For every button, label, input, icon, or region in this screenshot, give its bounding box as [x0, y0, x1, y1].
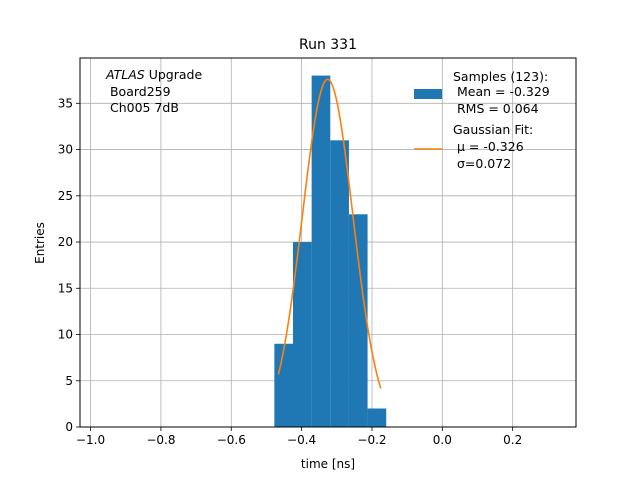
atlas-annotation: ATLAS Upgrade Board259 Ch005 7dB: [105, 67, 202, 115]
annotation-title: ATLAS Upgrade: [105, 67, 202, 82]
annotation-experiment-suffix: Upgrade: [145, 67, 203, 82]
y-tick-label: 0: [65, 420, 73, 434]
chart-title: Run 331: [299, 37, 357, 53]
y-tick-label: 35: [58, 96, 73, 110]
histogram-bar: [274, 343, 293, 427]
histogram-bars: [274, 75, 387, 428]
legend-fit-sigma: σ=0.072: [453, 156, 511, 171]
x-axis-label: time [ns]: [301, 457, 355, 471]
x-tick-label: −0.4: [287, 433, 316, 447]
legend-fit-label: Gaussian Fit:: [453, 122, 533, 137]
y-axis-label: Entries: [33, 222, 47, 264]
y-tick-label: 10: [58, 328, 73, 342]
annotation-channel: Ch005 7dB: [106, 100, 179, 115]
legend-samples-mean: Mean = -0.329: [453, 84, 550, 99]
legend-samples-label: Samples (123):: [453, 69, 548, 84]
x-tick-label: −1.0: [76, 433, 105, 447]
y-tick-label: 20: [58, 235, 73, 249]
y-tick-label: 15: [58, 281, 73, 295]
gaussian-fit-curve: [277, 78, 382, 389]
gaussian-fit: [277, 78, 382, 389]
x-tick-label: 0.2: [503, 433, 522, 447]
legend-samples-swatch: [414, 89, 442, 99]
y-tick-label: 5: [65, 374, 73, 388]
x-tick-label: −0.8: [146, 433, 175, 447]
annotation-experiment: ATLAS: [105, 67, 145, 82]
x-tick-label: 0.0: [433, 433, 452, 447]
histogram-bar: [330, 140, 349, 427]
x-tick-label: −0.2: [357, 433, 386, 447]
x-tick-label: −0.6: [217, 433, 246, 447]
legend-fit-mu: μ = -0.326: [453, 139, 524, 154]
histogram-bar: [367, 408, 387, 427]
y-tick-label: 25: [58, 189, 73, 203]
plot-frame: [79, 57, 577, 428]
axis-ticks: −1.0 −0.8 −0.6 −0.4 −0.2 0.0 0.2 0 5 10 15 20 25 30 35: [58, 96, 523, 447]
histogram-bar: [292, 242, 312, 427]
annotation-board: Board259: [106, 84, 171, 99]
y-tick-label: 30: [58, 143, 73, 157]
legend: Samples (123): Mean = -0.329 RMS = 0.064…: [414, 69, 550, 171]
histogram-bar: [311, 75, 331, 428]
histogram-bar: [348, 214, 368, 427]
legend-samples-rms: RMS = 0.064: [453, 101, 539, 116]
